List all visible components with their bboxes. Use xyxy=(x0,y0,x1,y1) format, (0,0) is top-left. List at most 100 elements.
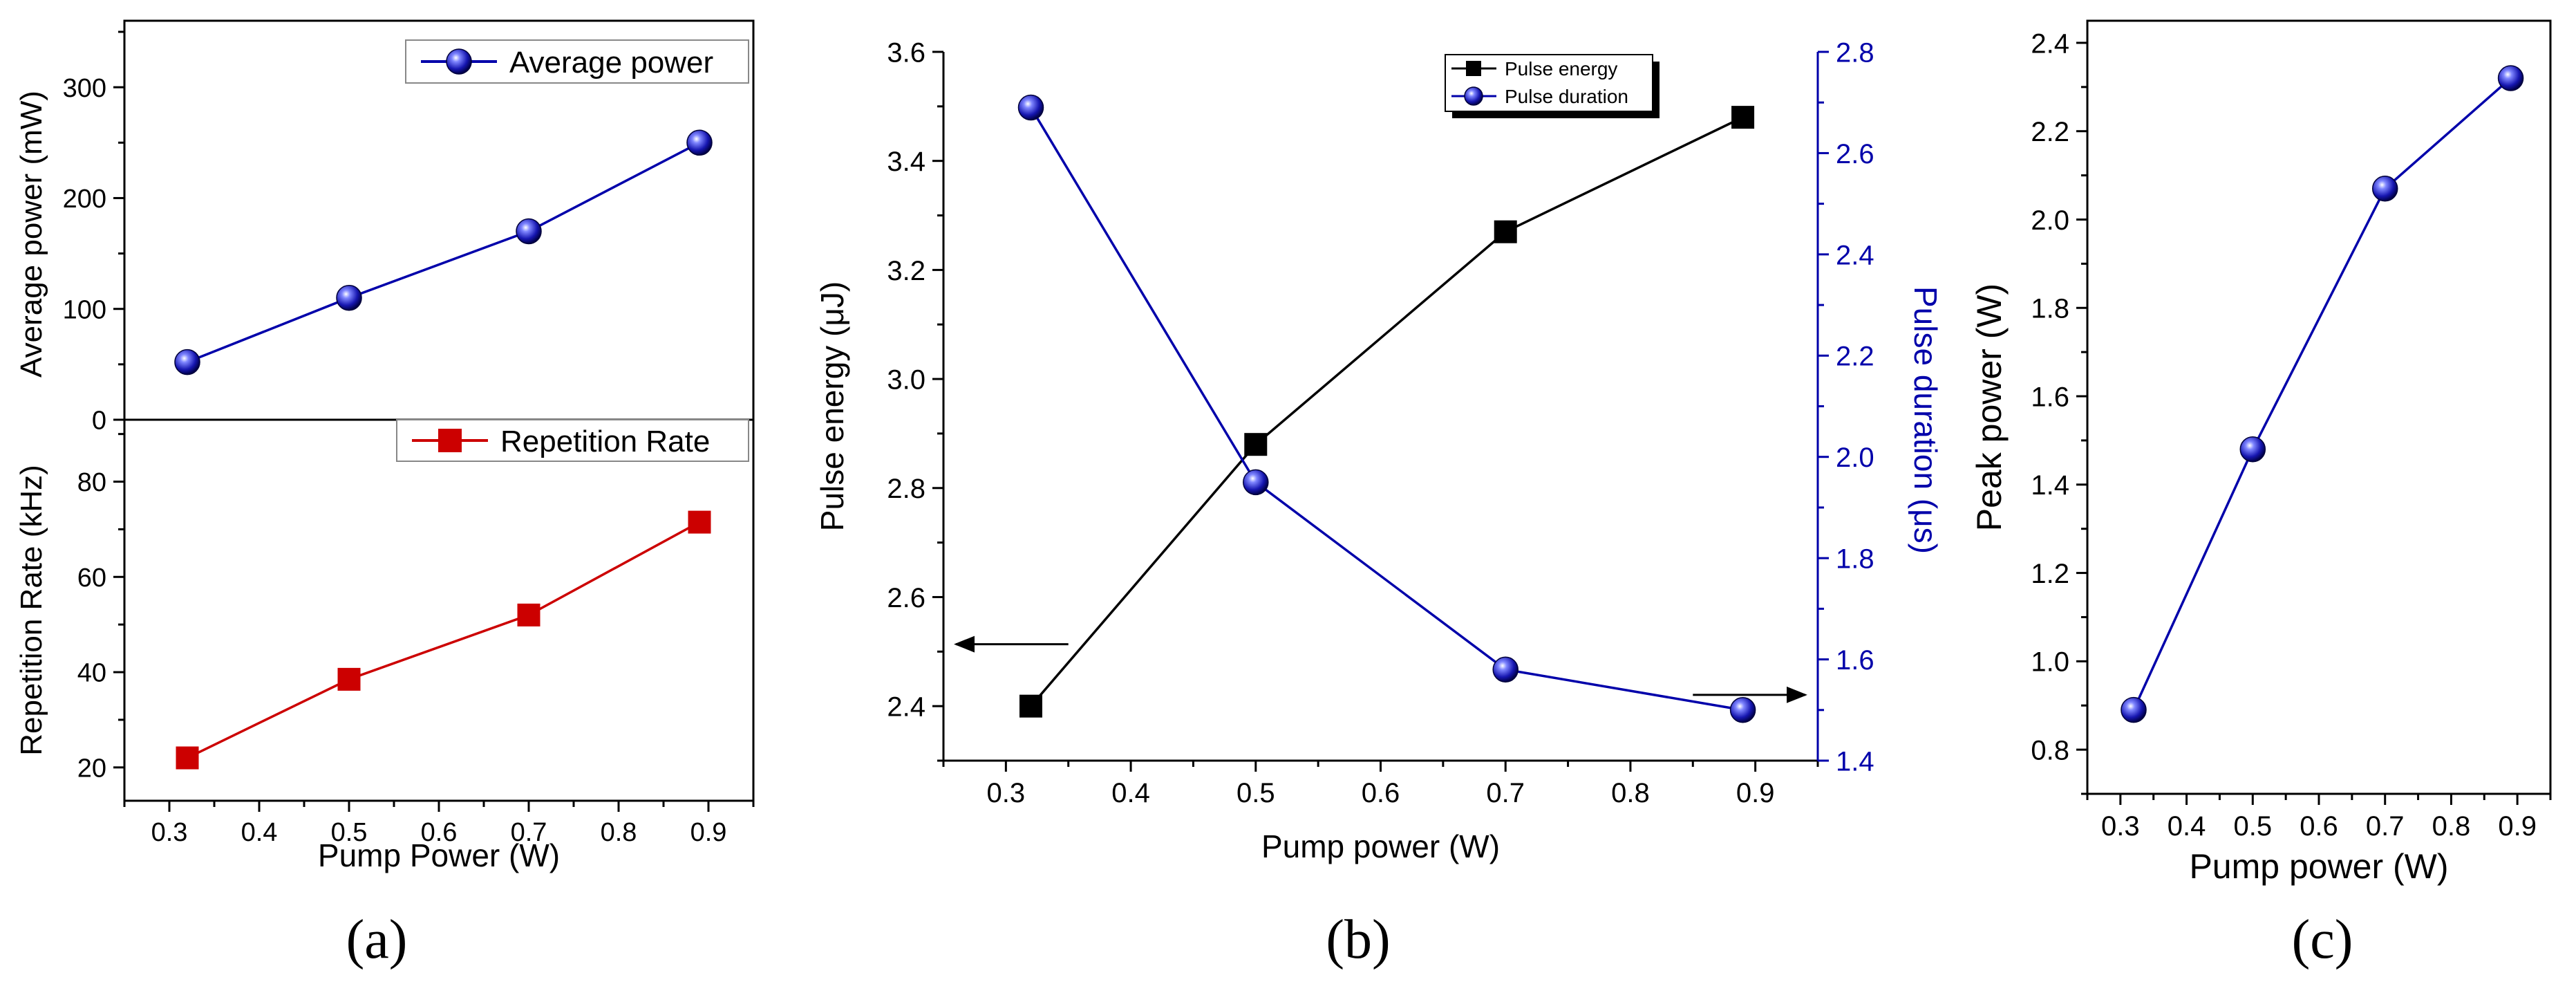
y-tick-label: 80 xyxy=(77,468,106,497)
data-point xyxy=(2497,65,2524,91)
x-tick-label: 0.3 xyxy=(2101,811,2140,842)
x-tick-label: 0.4 xyxy=(241,818,278,847)
x-tick-label: 0.4 xyxy=(1111,778,1150,808)
legend-label: Repetition Rate xyxy=(500,425,710,458)
panel-label-a: (a) xyxy=(346,909,408,970)
plot-average-power: 0 100 200 300 Average power Average power (mW… xyxy=(15,19,755,436)
y-tick-label: 2.8 xyxy=(1836,37,1874,68)
x-tick-label: 0.6 xyxy=(1362,778,1400,808)
y-tick-label: 2.4 xyxy=(1836,240,1874,270)
x-tick-label: 0.7 xyxy=(511,818,547,847)
y-tick-label: 0 xyxy=(92,407,106,436)
panel-label-b: (b) xyxy=(1326,909,1390,970)
y-tick-label: 1.0 xyxy=(2031,647,2069,678)
y-tick-label: 1.6 xyxy=(2031,382,2069,412)
plot-pulse-energy-duration: 0.3 0.4 0.5 0.6 0.7 0.8 0.9 2.4 2.6 2.8 3.0 3.2 3.4 3… xyxy=(814,37,1944,864)
data-point xyxy=(176,746,199,770)
data-point xyxy=(174,349,200,375)
y-tick-label: 3.2 xyxy=(887,256,925,286)
data-point xyxy=(1731,106,1755,129)
x-tick-label: 0.5 xyxy=(1237,778,1275,808)
y-tick-label: 1.4 xyxy=(1836,746,1874,777)
y-tick-label: 1.8 xyxy=(1836,544,1874,575)
legend-marker xyxy=(438,429,462,452)
series-line-0 xyxy=(187,521,700,759)
y-tick-label: 0.8 xyxy=(2031,736,2069,766)
y-axis-label-left: Pulse energy (μJ) xyxy=(814,281,850,531)
y-tick-label: 2.0 xyxy=(2031,205,2069,236)
data-point xyxy=(2371,176,2398,202)
y-tick-label: 1.8 xyxy=(2031,294,2069,324)
panel-c: 0.3 0.4 0.5 0.6 0.7 0.8 0.9 0.8 1.0 1.2 1.4 1.6 1.8 2… xyxy=(1970,19,2552,970)
x-axis-label: Pump Power (W) xyxy=(318,837,560,873)
x-tick-label: 0.5 xyxy=(331,818,368,847)
x-tick-label: 0.6 xyxy=(2300,811,2338,842)
panel-b: 0.3 0.4 0.5 0.6 0.7 0.8 0.9 2.4 2.6 2.8 3.0 3.2 3.4 3… xyxy=(814,37,1944,970)
x-tick-label: 0.5 xyxy=(2233,811,2272,842)
legend-label: Pulse duration xyxy=(1505,86,1628,107)
data-point xyxy=(1492,656,1519,683)
y-tick-label: 2.6 xyxy=(887,583,925,613)
data-point xyxy=(1243,469,1269,496)
y-tick-label: 2.2 xyxy=(1836,342,1874,372)
data-point xyxy=(688,510,711,534)
y-tick-label: 200 xyxy=(63,185,106,214)
x-tick-label: 0.8 xyxy=(1611,778,1650,808)
plot-peak-power: 0.3 0.4 0.5 0.6 0.7 0.8 0.9 0.8 1.0 1.2 1.4 1.6 1.8 2… xyxy=(1970,19,2552,886)
y-tick-label: 100 xyxy=(63,295,106,324)
x-tick-label: 0.4 xyxy=(2168,811,2206,842)
x-axis-label: Pump power (W) xyxy=(1261,828,1500,864)
y-axis-label: Average power (mW) xyxy=(15,91,48,378)
x-tick-label: 0.6 xyxy=(421,818,458,847)
data-point xyxy=(1494,220,1517,243)
legend-marker xyxy=(1464,86,1483,106)
data-point xyxy=(336,284,362,311)
x-tick-label: 0.3 xyxy=(987,778,1026,808)
data-point xyxy=(2121,696,2147,723)
y-tick-label: 1.6 xyxy=(1836,645,1874,676)
data-point xyxy=(686,129,713,156)
legend-marker xyxy=(446,48,472,75)
x-tick-label: 0.9 xyxy=(690,818,727,847)
y-tick-label: 2.8 xyxy=(887,474,925,504)
series-line-0 xyxy=(1030,116,1744,707)
legend-label: Average power xyxy=(509,46,713,80)
x-tick-label: 0.8 xyxy=(2432,811,2471,842)
x-tick-label: 0.9 xyxy=(1736,778,1775,808)
plot-frame xyxy=(2086,19,2552,795)
x-tick-label: 0.8 xyxy=(601,818,637,847)
x-tick-label: 0.9 xyxy=(2498,811,2537,842)
legend-marker xyxy=(1466,61,1481,76)
series-line-0 xyxy=(2132,77,2512,711)
data-point xyxy=(517,603,540,626)
y-axis-label-right: Pulse duration (μs) xyxy=(1908,286,1944,554)
panel-label-c: (c) xyxy=(2292,909,2353,970)
legend-label: Pulse energy xyxy=(1505,58,1617,80)
y-tick-label: 3.0 xyxy=(887,364,925,395)
data-point xyxy=(516,218,542,245)
data-point xyxy=(337,667,361,691)
y-tick-label: 1.2 xyxy=(2031,559,2069,589)
y-tick-label: 20 xyxy=(77,754,106,783)
y-tick-label: 3.6 xyxy=(887,37,925,68)
y-tick-label: 2.4 xyxy=(2031,28,2069,59)
y-tick-label: 2.6 xyxy=(1836,139,1874,169)
panel-a: 0 100 200 300 Average power Average power (mW… xyxy=(15,19,755,970)
y-tick-label: 60 xyxy=(77,564,106,593)
data-point xyxy=(1244,433,1268,456)
series-line-1 xyxy=(1029,106,1743,712)
y-tick-label: 40 xyxy=(77,659,106,688)
y-tick-label: 2.2 xyxy=(2031,117,2069,147)
y-tick-label: 2.0 xyxy=(1836,443,1874,473)
x-tick-label: 0.7 xyxy=(1486,778,1525,808)
x-tick-label: 0.3 xyxy=(151,818,188,847)
data-point xyxy=(2239,436,2266,463)
y-axis-label: Repetition Rate (kHz) xyxy=(15,465,48,756)
plot-repetition-rate: 0.3 0.4 0.5 0.6 0.7 0.8 0.9 20 40 60 80 Repetition … xyxy=(15,418,755,873)
data-point xyxy=(1019,694,1042,718)
y-tick-label: 1.4 xyxy=(2031,470,2069,501)
data-point xyxy=(1729,697,1756,723)
data-point xyxy=(1017,94,1044,121)
y-tick-label: 3.4 xyxy=(887,147,925,177)
